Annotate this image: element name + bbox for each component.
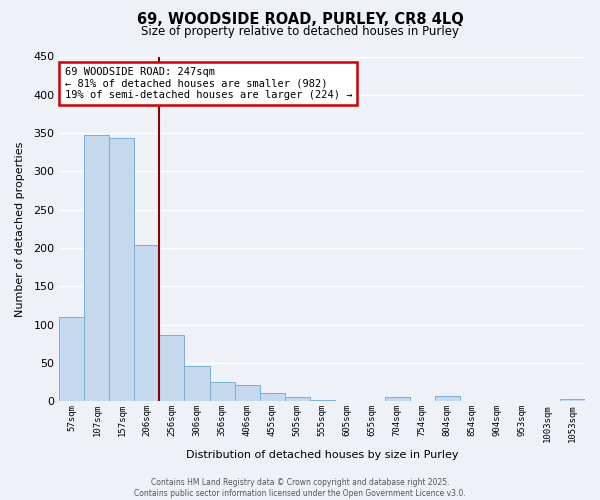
Bar <box>435 396 460 402</box>
Text: Size of property relative to detached houses in Purley: Size of property relative to detached ho… <box>141 25 459 38</box>
Bar <box>560 399 585 402</box>
Bar <box>209 382 235 402</box>
X-axis label: Distribution of detached houses by size in Purley: Distribution of detached houses by size … <box>186 450 458 460</box>
Bar <box>85 134 109 402</box>
Bar <box>109 138 134 402</box>
Bar <box>310 400 335 402</box>
Text: Contains HM Land Registry data © Crown copyright and database right 2025.
Contai: Contains HM Land Registry data © Crown c… <box>134 478 466 498</box>
Bar <box>184 366 209 402</box>
Text: 69, WOODSIDE ROAD, PURLEY, CR8 4LQ: 69, WOODSIDE ROAD, PURLEY, CR8 4LQ <box>137 12 463 28</box>
Bar <box>260 393 284 402</box>
Bar <box>160 334 184 402</box>
Bar <box>134 245 160 402</box>
Y-axis label: Number of detached properties: Number of detached properties <box>15 141 25 316</box>
Text: 69 WOODSIDE ROAD: 247sqm
← 81% of detached houses are smaller (982)
19% of semi-: 69 WOODSIDE ROAD: 247sqm ← 81% of detach… <box>65 67 352 100</box>
Bar <box>284 398 310 402</box>
Bar <box>385 398 410 402</box>
Bar <box>59 317 85 402</box>
Bar <box>235 385 260 402</box>
